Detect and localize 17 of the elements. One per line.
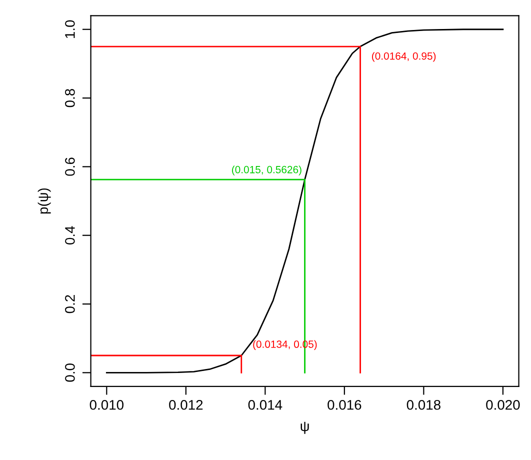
line-series xyxy=(106,28,504,374)
y-axis-title: p(ψ) xyxy=(38,188,51,214)
y-tick-label: 1.0 xyxy=(65,20,75,38)
x-axis-title: ψ xyxy=(300,422,309,434)
annotation: (0.0164, 0.95) xyxy=(372,52,436,62)
x-tick-label: 0.010 xyxy=(90,400,124,410)
y-tick-label: 0.0 xyxy=(65,364,75,382)
x-tick-label: 0.014 xyxy=(248,400,282,410)
y-tick-label: 0.4 xyxy=(65,226,75,244)
y-tick-label: 0.8 xyxy=(65,88,75,108)
x-tick-label: 0.020 xyxy=(486,400,520,410)
x-tick-label: 0.016 xyxy=(328,400,362,410)
x-tick-label: 0.018 xyxy=(406,400,440,410)
annotation: (0.015, 0.5626) xyxy=(232,166,302,176)
y-tick-label: 0.2 xyxy=(65,295,75,314)
x-tick-label: 0.012 xyxy=(169,400,203,410)
y-tick-label: 0.6 xyxy=(65,158,75,176)
